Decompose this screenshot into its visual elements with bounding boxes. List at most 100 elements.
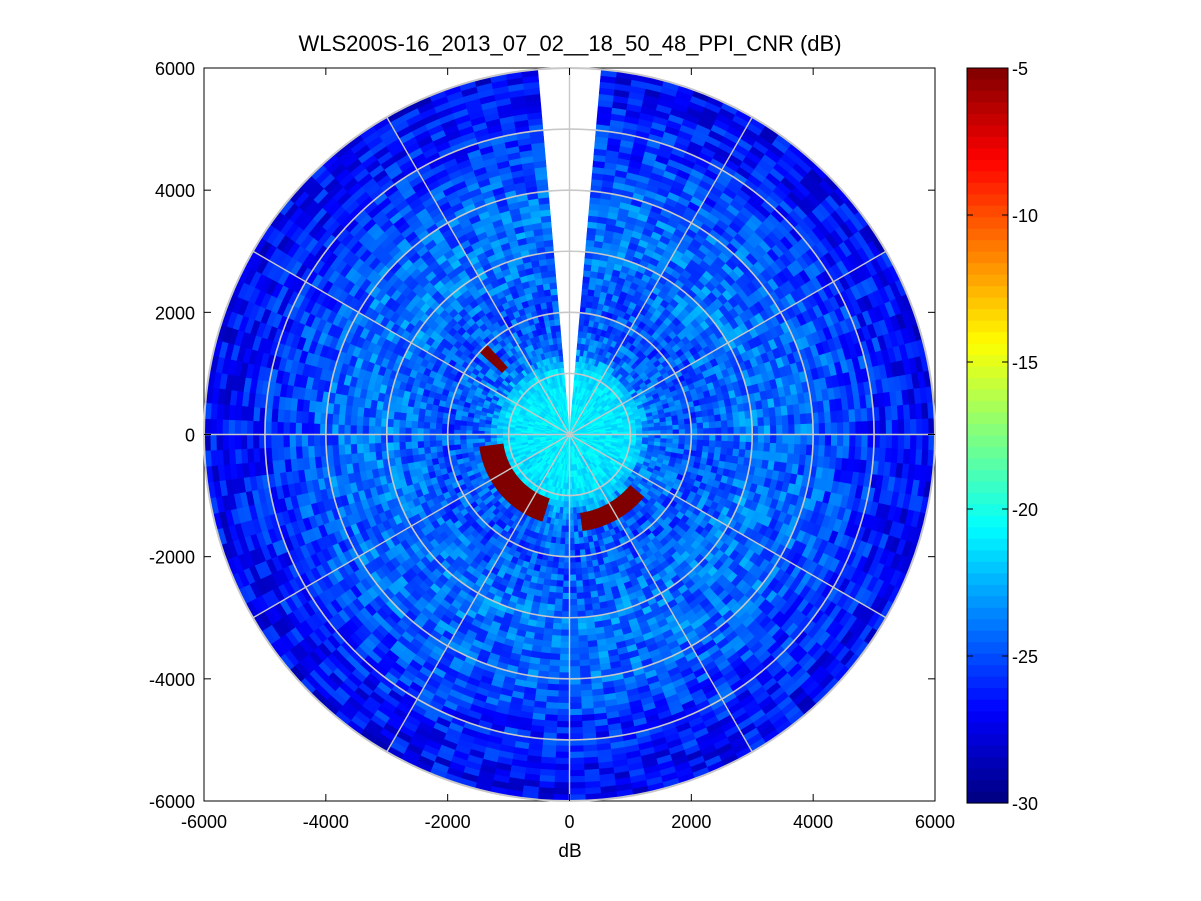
data-cell: [563, 568, 570, 576]
data-cell: [714, 440, 722, 449]
data-cell: [714, 446, 722, 455]
data-cell: [733, 426, 741, 435]
data-cell: [559, 543, 566, 551]
data-cell: [763, 425, 771, 435]
data-cell: [583, 597, 593, 606]
data-cell: [769, 416, 777, 427]
data-cell: [399, 411, 407, 421]
data-cell: [562, 574, 570, 582]
data-cell: [562, 586, 570, 594]
data-cell: [368, 425, 376, 435]
data-cell: [555, 580, 564, 588]
data-cell: [561, 598, 570, 606]
data-cell: [392, 418, 400, 428]
data-cell: [356, 443, 364, 454]
data-cell: [435, 422, 443, 430]
data-cell: [563, 556, 570, 564]
data-cell: [575, 574, 583, 582]
data-cell: [739, 418, 747, 428]
data-cell: [569, 635, 579, 643]
data-cell: [459, 443, 468, 450]
data-cell: [423, 440, 431, 448]
data-cell: [423, 446, 431, 454]
data-cell: [702, 445, 710, 454]
data-cell: [398, 419, 406, 428]
data-cell: [578, 537, 585, 545]
data-cell: [684, 434, 692, 441]
data-cell: [580, 294, 589, 302]
data-cell: [356, 415, 364, 426]
data-cell: [557, 342, 563, 351]
data-cell: [582, 269, 592, 278]
data-cell: [435, 439, 443, 447]
data-cell: [435, 428, 443, 435]
data-cell: [453, 443, 462, 450]
data-cell: [763, 442, 771, 453]
data-cell: [727, 434, 735, 443]
data-cell: [569, 629, 579, 637]
data-cell: [362, 442, 370, 453]
data-cell: [763, 434, 771, 444]
data-cell: [550, 647, 561, 655]
data-cell: [776, 424, 784, 435]
data-cell: [410, 434, 418, 442]
data-cell: [578, 543, 585, 551]
data-cell: [429, 434, 436, 441]
data-cell: [558, 348, 563, 357]
data-cell: [554, 318, 561, 326]
data-cell: [547, 269, 557, 278]
data-cell: [573, 543, 580, 551]
data-cell: [696, 422, 704, 430]
data-cell: [584, 603, 593, 612]
data-cell: [466, 442, 474, 449]
data-cell: [572, 507, 577, 515]
data-cell: [564, 537, 570, 545]
data-cell: [392, 434, 400, 443]
data-cell: [563, 550, 570, 557]
data-cell: [355, 434, 363, 445]
data-cell: [551, 628, 562, 637]
data-cell: [573, 531, 579, 539]
data-cell: [399, 448, 407, 458]
data-cell: [368, 442, 376, 453]
data-cell: [423, 415, 431, 423]
data-cell: [648, 426, 656, 432]
data-cell: [578, 647, 589, 655]
data-cell: [562, 385, 567, 393]
data-cell: [781, 443, 789, 454]
data-cell: [550, 294, 559, 302]
data-cell: [547, 591, 557, 600]
data-cell: [447, 434, 455, 441]
data-cell: [708, 421, 716, 429]
data-cell: [726, 412, 734, 421]
data-cell: [560, 623, 570, 631]
data-cell: [564, 544, 570, 551]
data-cell: [453, 429, 461, 435]
data-cell: [578, 641, 589, 649]
data-cell: [405, 412, 413, 421]
data-cell: [690, 428, 698, 435]
data-cell: [745, 434, 753, 443]
data-cell: [576, 598, 585, 606]
data-cell: [368, 416, 376, 427]
data-cell: [569, 598, 578, 606]
data-cell: [703, 428, 710, 435]
data-cell: [398, 441, 406, 450]
data-cell: [581, 288, 589, 296]
data-cell: [550, 573, 558, 581]
data-cell: [665, 420, 673, 427]
data-cell: [569, 647, 580, 655]
data-cell: [770, 425, 777, 435]
data-cell: [554, 592, 563, 600]
data-cell: [441, 434, 449, 441]
data-cell: [554, 598, 563, 606]
data-cell: [721, 427, 729, 435]
data-cell: [559, 537, 566, 545]
data-cell: [559, 641, 570, 649]
data-cell: [678, 438, 686, 445]
data-cell: [569, 623, 579, 631]
data-cell: [782, 434, 790, 445]
data-cell: [695, 416, 704, 424]
data-cell: [561, 611, 570, 619]
data-cell: [582, 591, 592, 600]
